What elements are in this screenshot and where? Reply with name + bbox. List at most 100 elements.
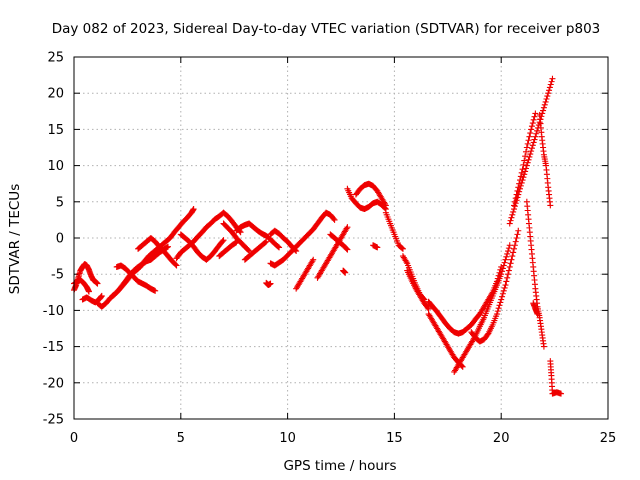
- data-point: [399, 245, 406, 252]
- data-point: [514, 231, 521, 238]
- data-point: [505, 267, 512, 274]
- plot-frame: [73, 56, 609, 420]
- data-point: [330, 215, 337, 222]
- data-point: [403, 258, 410, 265]
- data-point: [541, 101, 548, 108]
- data-point: [263, 238, 270, 245]
- series-arc-AI: [530, 300, 541, 318]
- data-point: [523, 144, 530, 151]
- data-point: [262, 239, 269, 246]
- data-point: [496, 302, 503, 309]
- data-point: [507, 260, 514, 267]
- data-point: [540, 107, 547, 114]
- data-point: [515, 227, 522, 234]
- data-point: [190, 206, 197, 213]
- data-point: [510, 208, 517, 215]
- data-point: [521, 171, 528, 178]
- data-point: [500, 262, 507, 269]
- data-point: [543, 95, 550, 102]
- data-point: [558, 390, 565, 397]
- data-point: [267, 280, 274, 287]
- y-tick-label: -15: [43, 340, 64, 355]
- data-point: [528, 123, 535, 130]
- data-point: [513, 191, 520, 198]
- data-point: [519, 166, 526, 173]
- series-arc-H: [173, 209, 244, 262]
- data-point: [529, 142, 536, 149]
- data-point: [511, 202, 518, 209]
- series-arc-C: [79, 292, 105, 306]
- data-point: [526, 153, 533, 160]
- data-point: [520, 174, 527, 181]
- data-point: [525, 137, 532, 144]
- series-arc-W: [370, 242, 381, 251]
- data-point: [164, 243, 171, 250]
- data-point: [504, 274, 511, 281]
- data-point: [245, 247, 252, 254]
- data-point: [425, 305, 432, 312]
- data-point: [342, 269, 349, 276]
- data-point: [310, 256, 317, 263]
- data-point: [505, 248, 512, 255]
- series-arc-A: [71, 261, 101, 294]
- data-point: [532, 110, 539, 117]
- y-tick-label: 25: [47, 51, 64, 66]
- x-tick-label: 25: [600, 431, 617, 446]
- data-point: [493, 311, 500, 318]
- data-point: [164, 244, 171, 251]
- data-point: [276, 244, 283, 251]
- data-point: [546, 87, 553, 94]
- data-point: [459, 363, 466, 370]
- data-point: [511, 198, 518, 205]
- tick-layer: 0 5 10 15 20 25 -25 -20 -15 -10 -5 0 5 10 15 20 25: [43, 51, 617, 447]
- data-point: [98, 292, 105, 299]
- series-arc-Z: [404, 267, 432, 312]
- data-point: [343, 225, 350, 232]
- data-point: [530, 116, 537, 123]
- data-point: [173, 262, 180, 269]
- data-point: [544, 93, 551, 100]
- data-point: [539, 110, 546, 117]
- data-point: [382, 200, 389, 207]
- data-point: [521, 157, 528, 164]
- series-arc-F: [135, 235, 180, 269]
- data-point: [540, 343, 547, 350]
- series-arc-S: [327, 231, 351, 253]
- data-point: [505, 245, 512, 252]
- data-point: [516, 177, 523, 184]
- series-arc-AH: [523, 198, 547, 350]
- data-point: [512, 195, 519, 202]
- data-point: [502, 282, 509, 289]
- data-point: [548, 78, 555, 85]
- data-point: [399, 245, 406, 252]
- data-point: [515, 184, 522, 191]
- data-point: [505, 271, 512, 278]
- data-point: [526, 133, 533, 140]
- data-point: [237, 229, 244, 236]
- data-point: [549, 75, 556, 82]
- data-point: [514, 187, 521, 194]
- y-tick-label: 15: [47, 123, 64, 138]
- data-point: [309, 258, 316, 265]
- data-point: [246, 248, 253, 255]
- data-point: [511, 242, 518, 249]
- y-tick-label: 5: [56, 195, 64, 210]
- data-point: [498, 271, 505, 278]
- data-point: [528, 145, 535, 152]
- y-tick-label: -25: [43, 413, 64, 428]
- data-point: [232, 239, 239, 246]
- data-point: [85, 288, 92, 295]
- data-point: [529, 120, 536, 127]
- data-point: [545, 90, 552, 97]
- data-point: [528, 126, 535, 133]
- x-axis-title: GPS time / hours: [283, 458, 396, 474]
- data-point: [382, 202, 389, 209]
- data-point: [509, 211, 516, 218]
- data-point: [495, 305, 502, 312]
- x-tick-label: 0: [70, 431, 78, 446]
- data-point: [508, 256, 515, 263]
- data-point: [524, 140, 531, 147]
- x-tick-label: 20: [493, 431, 510, 446]
- data-point: [523, 162, 530, 169]
